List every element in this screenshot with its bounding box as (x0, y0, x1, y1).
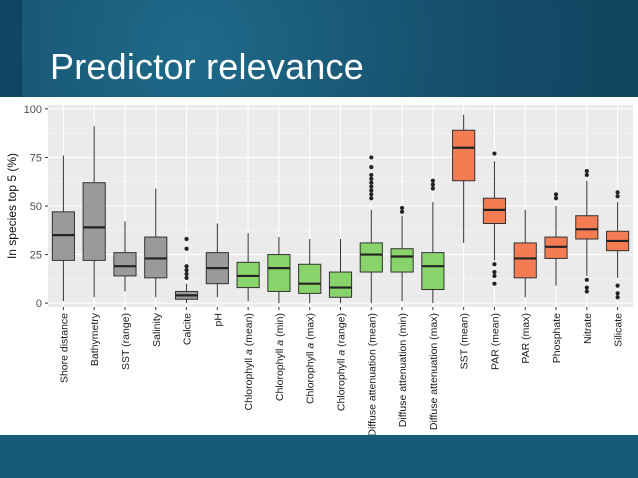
slide-title: Predictor relevance (50, 46, 364, 87)
outlier-point (584, 168, 589, 174)
x-tick-label: Diffuse attenuation (min) (397, 313, 409, 427)
box-1 (82, 182, 106, 261)
x-tick-label: SST (range) (120, 313, 132, 370)
outlier-point (584, 277, 589, 282)
outlier-point (553, 196, 559, 201)
x-tick-label: Diffuse attenuation (mean) (366, 313, 378, 435)
x-tick-label: Chlorophyll a (min) (274, 313, 286, 401)
outlier-point (492, 262, 497, 267)
x-tick-label: Nitrate (582, 313, 594, 344)
outlier-point (399, 209, 405, 214)
y-tick-label: 50 (30, 201, 42, 213)
x-tick-label: Shore distance (58, 313, 70, 383)
outlier-point (615, 194, 620, 199)
x-tick-label: PAR (max) (520, 313, 532, 364)
x-tick-label: Phosphate (551, 313, 563, 363)
x-tick-label: Bathymetry (89, 312, 101, 366)
outlier-point (369, 165, 374, 170)
box-11 (390, 248, 414, 273)
x-tick-label: Diffuse attenuation (max) (428, 313, 440, 430)
x-tick-label: Chlorophyll a (range) (336, 313, 348, 411)
x-tick-label: Chlorophyll a (mean) (243, 313, 255, 410)
outlier-point (584, 289, 589, 294)
outlier-point (492, 269, 497, 275)
y-tick-label: 100 (24, 104, 42, 116)
outlier-point (492, 281, 497, 286)
outlier-point (430, 182, 435, 187)
box-13 (452, 129, 476, 182)
outlier-point (615, 283, 620, 288)
outlier-point (430, 178, 435, 183)
chart-panel: 0 25 50 75 100 In species top 5 (%) Shore dist… (0, 97, 638, 435)
outlier-point (369, 188, 374, 193)
y-tick-label: 0 (36, 298, 42, 310)
box-10 (359, 242, 383, 273)
outlier-point (584, 285, 589, 290)
outlier-point (369, 176, 374, 181)
outlier-point (369, 196, 374, 201)
outlier-point (492, 151, 497, 156)
bottom-band (0, 435, 638, 478)
x-tick-label: SST (mean) (459, 313, 471, 369)
outlier-point (184, 236, 189, 242)
box-17 (575, 215, 599, 240)
x-tick-label: Silicate (613, 313, 625, 347)
x-tick-label: Salinity (151, 312, 163, 347)
outlier-point (369, 180, 374, 185)
outlier-point (615, 190, 620, 195)
box-2 (113, 252, 137, 277)
outlier-point (369, 172, 374, 178)
outlier-point (184, 246, 189, 251)
y-tick-label: 75 (30, 152, 42, 164)
outlier-point (615, 295, 620, 300)
outlier-point (399, 205, 405, 211)
outlier-point (369, 192, 374, 197)
outlier-point (184, 275, 189, 280)
outlier-point (184, 264, 189, 269)
y-tick-label: 25 (30, 250, 42, 262)
box-7 (267, 254, 291, 292)
x-tick-label: Chlorophyll a (max) (305, 313, 317, 404)
box-15 (513, 242, 537, 279)
outlier-point (553, 192, 559, 197)
box-9 (328, 271, 353, 298)
outlier-point (184, 267, 189, 273)
outlier-point (184, 271, 189, 277)
outlier-point (369, 155, 374, 160)
outlier-point (492, 273, 497, 279)
y-axis-label: In species top 5 (%) (5, 153, 19, 259)
box-8 (298, 263, 322, 294)
x-tick-label: Calcite (182, 313, 194, 345)
outlier-point (430, 186, 435, 191)
x-tick-label: PAR (mean) (489, 313, 501, 370)
box-12 (421, 252, 445, 291)
outlier-point (584, 172, 589, 178)
outlier-point (615, 291, 620, 296)
boxplot-chart: 0 25 50 75 100 In species top 5 (%) Shore dist… (5, 104, 633, 435)
x-tick-label: pH (212, 313, 224, 326)
outlier-point (369, 184, 374, 189)
